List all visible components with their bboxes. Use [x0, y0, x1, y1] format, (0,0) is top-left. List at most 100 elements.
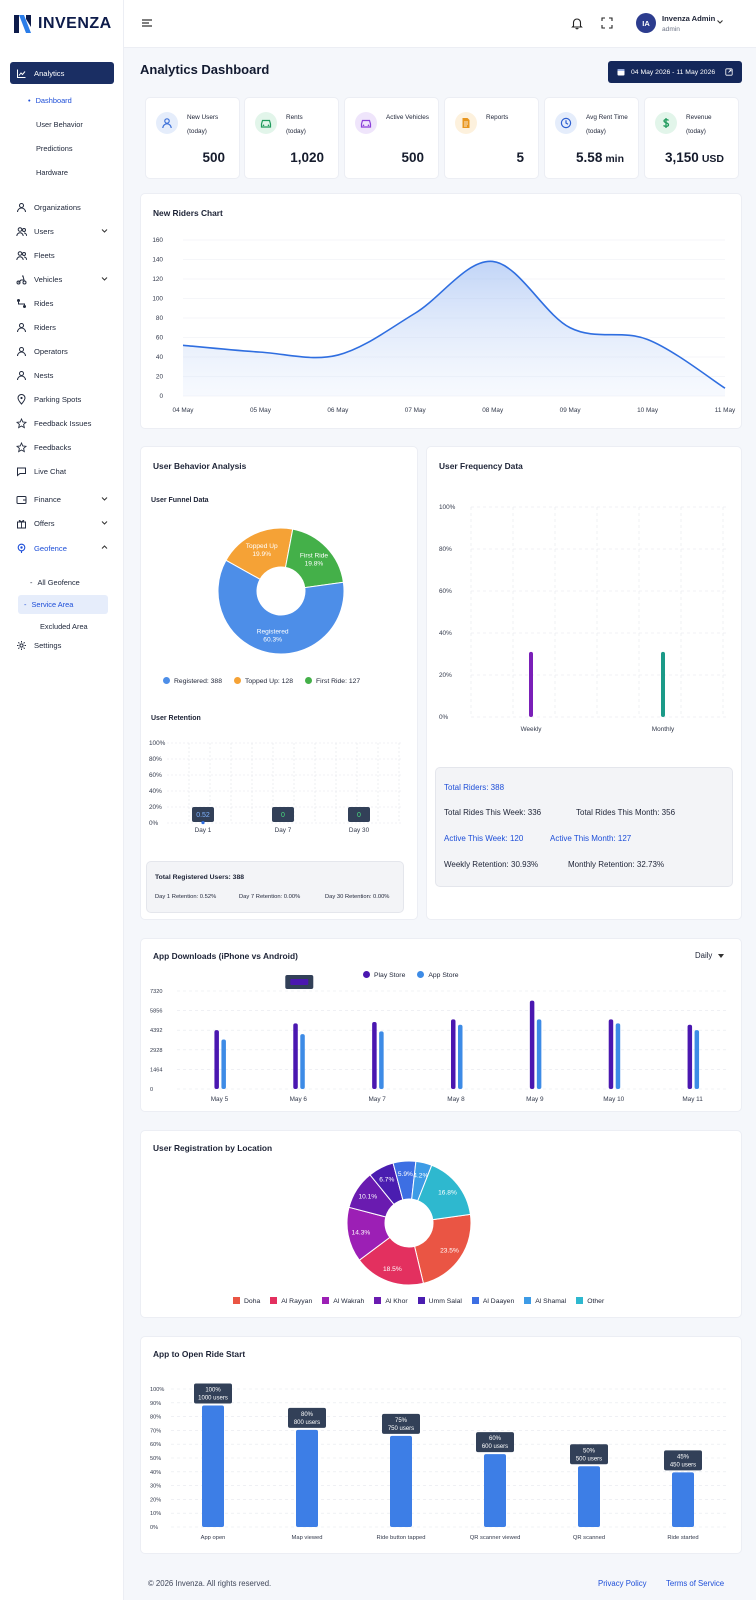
legend-item[interactable]: Topped Up: 128 — [234, 677, 293, 685]
ride-funnel-bar[interactable] — [390, 1435, 412, 1527]
stat-card-avg-rent-time[interactable]: Avg Rent Time (today) 5.58 min — [544, 97, 639, 179]
sidebar-item-offers[interactable]: Offers — [10, 512, 114, 534]
downloads-bar-app-store[interactable] — [615, 1023, 621, 1089]
y-tick-label: 90% — [150, 1401, 161, 1407]
downloads-bar-app-store[interactable] — [221, 1039, 226, 1089]
downloads-bar-app-store[interactable] — [536, 1019, 542, 1089]
downloads-bar-play-store[interactable] — [451, 1019, 456, 1089]
y-tick-label: 50% — [150, 1456, 161, 1462]
sidebar-sub-service-area[interactable]: - Service Area — [18, 595, 108, 614]
app-downloads-title: App Downloads (iPhone vs Android) — [153, 951, 298, 961]
y-tick-label: 60 — [156, 335, 164, 342]
bell-icon[interactable] — [570, 16, 584, 30]
legend-item[interactable]: Al Shamal — [524, 1297, 566, 1305]
sidebar-item-fleets[interactable]: Fleets — [10, 244, 114, 266]
legend-item[interactable]: First Ride: 127 — [305, 677, 360, 685]
legend-item[interactable]: Other — [576, 1297, 604, 1305]
menu-toggle-icon[interactable] — [140, 16, 154, 30]
legend-item[interactable]: App Store — [417, 971, 459, 979]
day7-retention: Day 7 Retention: 0.00% — [239, 894, 301, 900]
sidebar-item-label: Fleets — [34, 250, 55, 260]
x-tick-label: May 6 — [290, 1096, 308, 1103]
avatar[interactable]: IA — [636, 13, 656, 33]
frequency-bar-monthly[interactable] — [661, 651, 665, 717]
ride-funnel-bar[interactable] — [296, 1429, 318, 1527]
downloads-bar-play-store[interactable] — [293, 1023, 298, 1089]
funnel-slice-registered[interactable] — [217, 559, 345, 655]
ride-funnel-bar[interactable] — [578, 1466, 600, 1527]
downloads-bar-play-store[interactable] — [214, 1030, 219, 1089]
sidebar-item-operators[interactable]: Operators — [10, 340, 114, 362]
user-role: admin — [662, 26, 680, 33]
ride-funnel-bar[interactable] — [202, 1405, 224, 1527]
sidebar-item-feedbacks[interactable]: Feedbacks — [10, 436, 114, 458]
downloads-bar-play-store[interactable] — [687, 1024, 693, 1089]
downloads-bar-play-store[interactable] — [608, 1019, 614, 1089]
legend-item[interactable]: Al Wakrah — [322, 1297, 364, 1305]
legend-item[interactable]: Registered: 388 — [163, 677, 222, 685]
ride-funnel-bar[interactable] — [672, 1472, 694, 1527]
slice-percent: 4.2% — [413, 1172, 428, 1179]
sidebar-item-organizations[interactable]: Organizations — [10, 196, 114, 218]
sidebar-item-rides[interactable]: Rides — [10, 292, 114, 314]
sidebar-sub-user-behavior[interactable]: User Behavior — [36, 115, 83, 133]
downloads-bar-app-store[interactable] — [379, 1031, 384, 1089]
sidebar-item-finance[interactable]: Finance — [10, 488, 114, 510]
y-tick-label: 2928 — [150, 1048, 162, 1054]
sidebar-item-riders[interactable]: Riders — [10, 316, 114, 338]
downloads-bar-app-store[interactable] — [458, 1024, 463, 1089]
fullscreen-icon[interactable] — [600, 16, 614, 30]
sidebar-item-vehicles[interactable]: Vehicles — [10, 268, 114, 290]
stat-number: 5 — [516, 150, 524, 165]
new-riders-title: New Riders Chart — [153, 208, 223, 218]
legend-item[interactable]: Al Rayyan — [270, 1297, 312, 1305]
downloads-bar-play-store[interactable] — [529, 1000, 535, 1089]
sidebar-item-nests[interactable]: Nests — [10, 364, 114, 386]
location-slice-doha[interactable] — [413, 1213, 472, 1284]
stat-card-rents[interactable]: Rents (today) 1,020 — [244, 97, 339, 179]
stat-card-new-users[interactable]: New Users (today) 500 — [145, 97, 240, 179]
sidebar-sub-hardware[interactable]: Hardware — [36, 163, 68, 181]
stat-card-active-vehicles[interactable]: Active Vehicles 500 — [344, 97, 439, 179]
sidebar-item-settings[interactable]: Settings — [10, 634, 114, 656]
legend-item[interactable]: Umm Salal — [417, 1297, 462, 1305]
y-tick-label: 70% — [150, 1428, 161, 1434]
sidebar-item-users[interactable]: Users — [10, 220, 114, 242]
funnel-subtitle: User Funnel Data — [151, 497, 209, 504]
sidebar-sub-excluded-area[interactable]: Excluded Area — [40, 617, 88, 635]
tooltip-users: 450 users — [670, 1462, 696, 1468]
legend-swatch — [374, 1297, 382, 1304]
period-select[interactable]: Daily — [695, 951, 725, 960]
stat-label: New Users (today) — [187, 112, 218, 138]
legend-item[interactable]: Play Store — [363, 971, 405, 979]
gift-icon — [16, 518, 27, 529]
new-riders-chart: 0 20 40 60 80 100 120 140 160 04 May 05 May 06 May 0… — [152, 237, 736, 414]
brand-logo[interactable]: INVENZA — [12, 12, 112, 36]
frequency-bar-weekly[interactable] — [529, 651, 533, 717]
sidebar-item-live-chat[interactable]: Live Chat — [10, 460, 114, 482]
terms-of-service-link[interactable]: Terms of Service — [666, 1579, 725, 1588]
stat-card-reports[interactable]: Reports 5 — [444, 97, 539, 179]
downloads-bar-play-store[interactable] — [372, 1022, 377, 1089]
ride-funnel-bar[interactable] — [484, 1454, 506, 1527]
sidebar-sub-all-geofence[interactable]: - All Geofence — [30, 573, 80, 591]
calendar-icon — [617, 69, 625, 76]
legend-item[interactable]: Al Daayen — [471, 1297, 514, 1305]
stat-card-revenue[interactable]: Revenue (today) 3,150 USD — [644, 97, 739, 179]
location-slice-other[interactable] — [417, 1164, 471, 1221]
privacy-policy-link[interactable]: Privacy Policy — [598, 1579, 647, 1588]
downloads-bar-app-store[interactable] — [300, 1034, 305, 1089]
legend-item[interactable]: Doha — [233, 1297, 260, 1305]
chevron-down-icon[interactable] — [716, 18, 724, 26]
sidebar-sub-dashboard[interactable]: • Dashboard — [28, 91, 72, 109]
sidebar-item-feedback-issues[interactable]: Feedback Issues — [10, 412, 114, 434]
sidebar-item-analytics[interactable]: Analytics — [10, 62, 114, 84]
sidebar-item-parking-spots[interactable]: Parking Spots — [10, 388, 114, 410]
legend-item[interactable]: Al Khor — [374, 1297, 408, 1305]
downloads-bar-app-store[interactable] — [694, 1030, 700, 1089]
tooltip-percent: 60% — [489, 1436, 502, 1442]
user-name[interactable]: Invenza Admin — [662, 14, 716, 23]
sidebar-sub-predictions[interactable]: Predictions — [36, 139, 73, 157]
sidebar-item-geofence[interactable]: Geofence — [10, 537, 114, 559]
date-range-button[interactable]: 04 May 2026 - 11 May 2026 — [608, 61, 742, 83]
